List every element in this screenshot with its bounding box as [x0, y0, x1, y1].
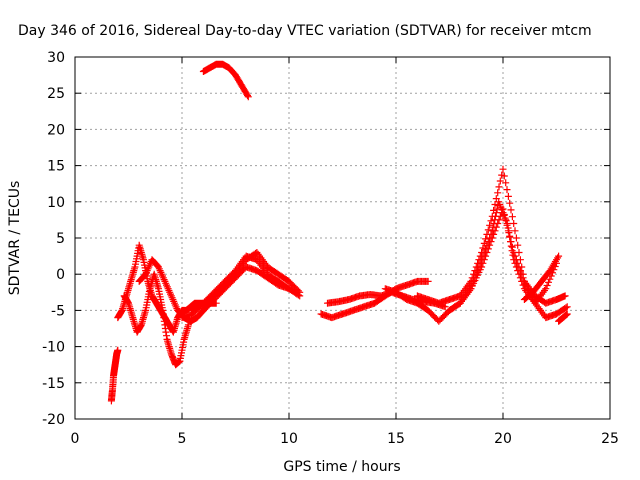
y-tick-label: -10	[42, 340, 65, 356]
data-point-markers	[199, 60, 252, 101]
x-tick-label: 5	[178, 431, 187, 447]
x-tick-label: 0	[71, 431, 80, 447]
series-arc-top	[199, 60, 252, 101]
y-tick-label: 30	[47, 50, 65, 66]
y-axis-label: SDTVAR / TECUs	[7, 181, 23, 296]
data-point-markers	[107, 346, 122, 405]
y-tick-label: -5	[51, 303, 65, 319]
series-arc-late-e	[446, 198, 560, 314]
x-tick-label: 15	[387, 431, 405, 447]
series-arc-early-low	[107, 346, 122, 405]
y-tick-label: -15	[42, 376, 65, 392]
data-point-markers	[120, 270, 192, 369]
data-point-markers	[413, 165, 571, 322]
x-tick-label: 25	[601, 431, 619, 447]
data-point-markers	[199, 263, 293, 314]
grid-layer	[75, 57, 610, 419]
y-tick-label: 25	[47, 86, 65, 102]
y-tick-label: 5	[56, 231, 65, 247]
data-point-markers	[520, 252, 563, 303]
series-arc-late-g	[555, 310, 571, 325]
x-axis-label: GPS time / hours	[283, 459, 400, 475]
y-tick-label: 10	[47, 195, 65, 211]
series-arc-late-f	[520, 252, 563, 303]
x-tick-label: 20	[494, 431, 512, 447]
data-point-markers	[446, 198, 560, 314]
series-arc-mid-c	[199, 263, 293, 314]
data-point-markers	[555, 310, 571, 325]
x-tick-label: 10	[280, 431, 298, 447]
series-arc-late-d	[413, 165, 571, 322]
y-tick-label: -20	[42, 412, 65, 428]
series-arc-early-b	[120, 270, 192, 369]
chart-title: Day 346 of 2016, Sidereal Day-to-day VTE…	[18, 23, 592, 39]
y-tick-label: 0	[56, 267, 65, 283]
y-tick-label: 15	[47, 159, 65, 175]
data-layer	[107, 60, 571, 405]
y-tick-label: 20	[47, 122, 65, 138]
tick-layer: -20 -15 -10 -5 0 5 10 15 20 25 30 0 5 10 15 20 25	[42, 50, 619, 447]
